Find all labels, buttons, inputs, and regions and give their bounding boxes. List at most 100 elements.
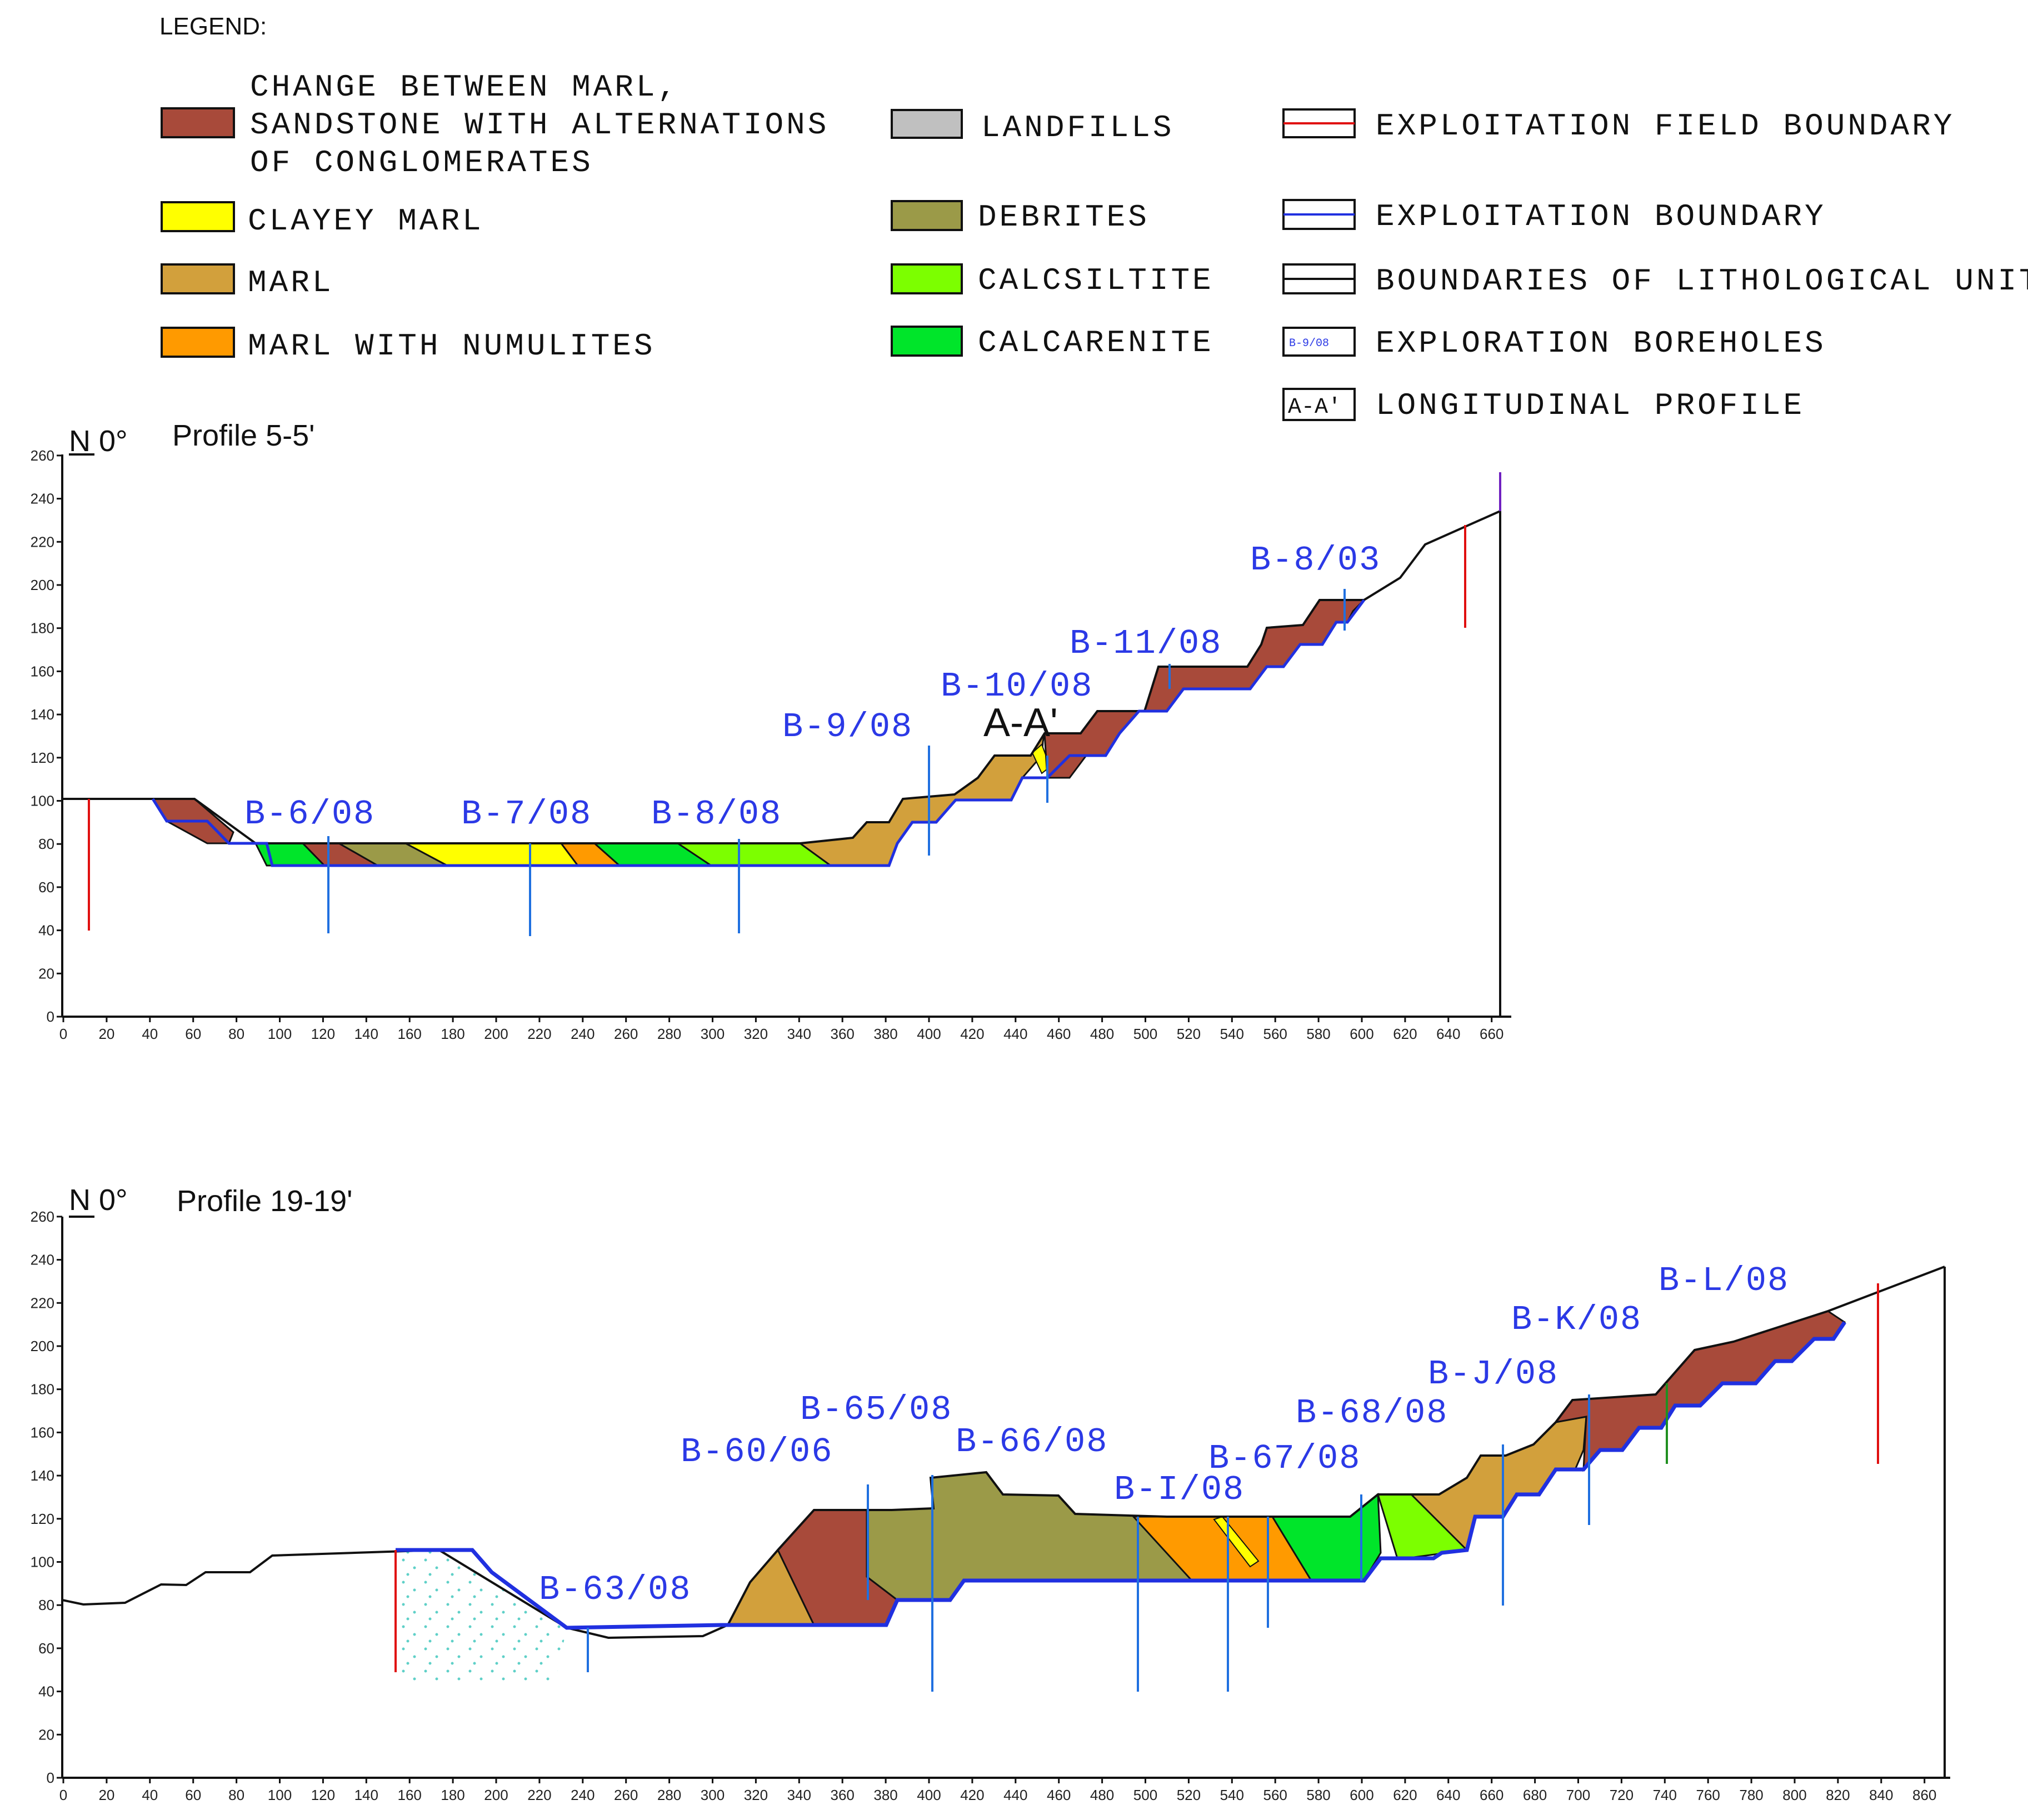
x-tick-label: 340 [787,1026,811,1042]
x-tick-label: 280 [657,1026,681,1042]
swatch-profile [1282,388,1356,421]
y-tick-label: 40 [38,922,54,939]
x-tick-label: 220 [527,1026,551,1042]
legend-exploitation-boundary: EXPLOITATION BOUNDARY [1376,199,1826,234]
x-tick-label: 440 [1003,1026,1027,1042]
borehole-label: B-68/08 [1296,1393,1448,1433]
legend-landfills: LANDFILLS [981,110,1174,146]
x-tick-label: 140 [354,1787,378,1803]
x-tick-label: 540 [1220,1787,1244,1803]
y-tick-label: 160 [31,663,54,679]
x-tick-label: 420 [960,1026,984,1042]
x-tick-label: 240 [571,1026,595,1042]
legend-marl: MARL [248,265,333,301]
legend-calcarenite: CALCARENITE [978,325,1214,361]
x-tick-label: 340 [787,1787,811,1803]
x-tick-label: 380 [873,1026,897,1042]
y-tick-label: 100 [31,1554,54,1571]
x-tick-label: 60 [185,1787,201,1803]
x-tick-label: 60 [185,1026,201,1042]
x-tick-label: 160 [398,1026,422,1042]
swatch-debrites [891,200,963,231]
x-tick-label: 840 [1869,1787,1893,1803]
profile-5-axes: 0 20 40 60 80 100 120 140 160 180 200 220 240 260 280 3… [31,447,1511,1042]
y-tick-label: 260 [31,1208,54,1225]
profile-19-geology [726,1310,1846,1626]
y-tick-label: 140 [31,1467,54,1484]
profile-19-north: N 0° [69,1183,128,1217]
x-tick-label: 320 [744,1787,768,1803]
x-tick-label: 200 [484,1026,508,1042]
legend-boreholes: EXPLORATION BOREHOLES [1376,326,1826,361]
borehole-label: B-8/03 [1250,541,1381,580]
y-tick-label: 120 [31,1511,54,1527]
borehole-label: B-7/08 [461,794,592,834]
x-tick-label: 100 [268,1787,292,1803]
y-tick-label: 160 [31,1424,54,1441]
x-tick-label: 400 [917,1026,941,1042]
y-tick-label: 240 [31,491,54,507]
borehole-label: B-I/08 [1114,1470,1245,1509]
x-tick-label: 480 [1090,1787,1114,1803]
profile-19-axes: 0 20 40 60 80 100 120 140 160 180 200 220 240 260 280 3… [31,1208,1950,1803]
legend-heading: LEGEND: [159,13,267,40]
legend-marl-numulites: MARL WITH NUMULITES [248,328,656,364]
borehole-label: B-9/08 [782,707,913,747]
x-tick-label: 300 [701,1787,725,1803]
legend-clayey-marl: CLAYEY MARL [248,203,484,239]
x-tick-label: 740 [1653,1787,1677,1803]
x-tick-label: 780 [1739,1787,1763,1803]
x-tick-label: 580 [1306,1026,1330,1042]
x-tick-label: 120 [311,1787,335,1803]
x-tick-label: 300 [701,1026,725,1042]
x-tick-label: 80 [228,1787,244,1803]
y-tick-label: 200 [31,577,54,593]
y-tick-label: 140 [31,706,54,723]
x-tick-label: 560 [1263,1787,1287,1803]
legend-profile: LONGITUDINAL PROFILE [1376,388,1805,423]
borehole-label: B-67/08 [1208,1439,1361,1478]
x-tick-label: 600 [1350,1026,1373,1042]
x-tick-label: 620 [1393,1026,1417,1042]
borehole-label: B-6/08 [244,794,375,834]
x-tick-label: 220 [527,1787,551,1803]
borehole-label: B-L/08 [1659,1261,1789,1301]
swatch-marl [161,263,235,294]
legend-conglomerates-line1: CHANGE BETWEEN MARL, [250,69,679,105]
x-tick-label: 120 [311,1026,335,1042]
profile-19-title: Profile 19-19' [177,1184,353,1218]
x-tick-label: 0 [59,1787,67,1803]
borehole-label: B-65/08 [800,1390,952,1429]
y-tick-label: 120 [31,749,54,766]
x-tick-label: 280 [657,1787,681,1803]
section-label: A-A' [983,701,1058,745]
borehole-label: B-J/08 [1428,1354,1559,1394]
landfill-area [396,1550,567,1681]
swatch-marl-numulites [161,327,235,358]
x-tick-label: 440 [1003,1787,1027,1803]
x-tick-label: 100 [268,1026,292,1042]
legend: LEGEND: CHANGE BETWEEN MARL, SANDSTONE W… [159,13,2028,423]
x-tick-label: 260 [614,1787,638,1803]
x-tick-label: 80 [228,1026,244,1042]
x-tick-label: 20 [98,1787,114,1803]
x-tick-label: 380 [873,1787,897,1803]
x-tick-label: 480 [1090,1026,1114,1042]
x-tick-label: 420 [960,1787,984,1803]
y-tick-label: 20 [38,1726,54,1743]
borehole-label: B-66/08 [956,1422,1108,1462]
legend-debrites: DEBRITES [978,199,1150,235]
y-tick-label: 0 [47,1769,54,1786]
profile-5-title: Profile 5-5' [172,419,314,452]
x-tick-label: 660 [1480,1787,1503,1803]
legend-conglomerates-line2: SANDSTONE WITH ALTERNATIONS [250,107,829,143]
y-tick-label: 80 [38,1597,54,1613]
x-tick-label: 620 [1393,1787,1417,1803]
profile-5-boreholes: B-6/08 B-7/08 B-8/08 B-9/08 B-10/08 B-11… [244,541,1381,936]
x-tick-label: 320 [744,1026,768,1042]
x-tick-label: 540 [1220,1026,1244,1042]
x-tick-label: 20 [98,1026,114,1042]
x-tick-label: 520 [1177,1787,1201,1803]
y-tick-label: 60 [38,1640,54,1657]
profile-5-terrain-line [62,510,1501,844]
